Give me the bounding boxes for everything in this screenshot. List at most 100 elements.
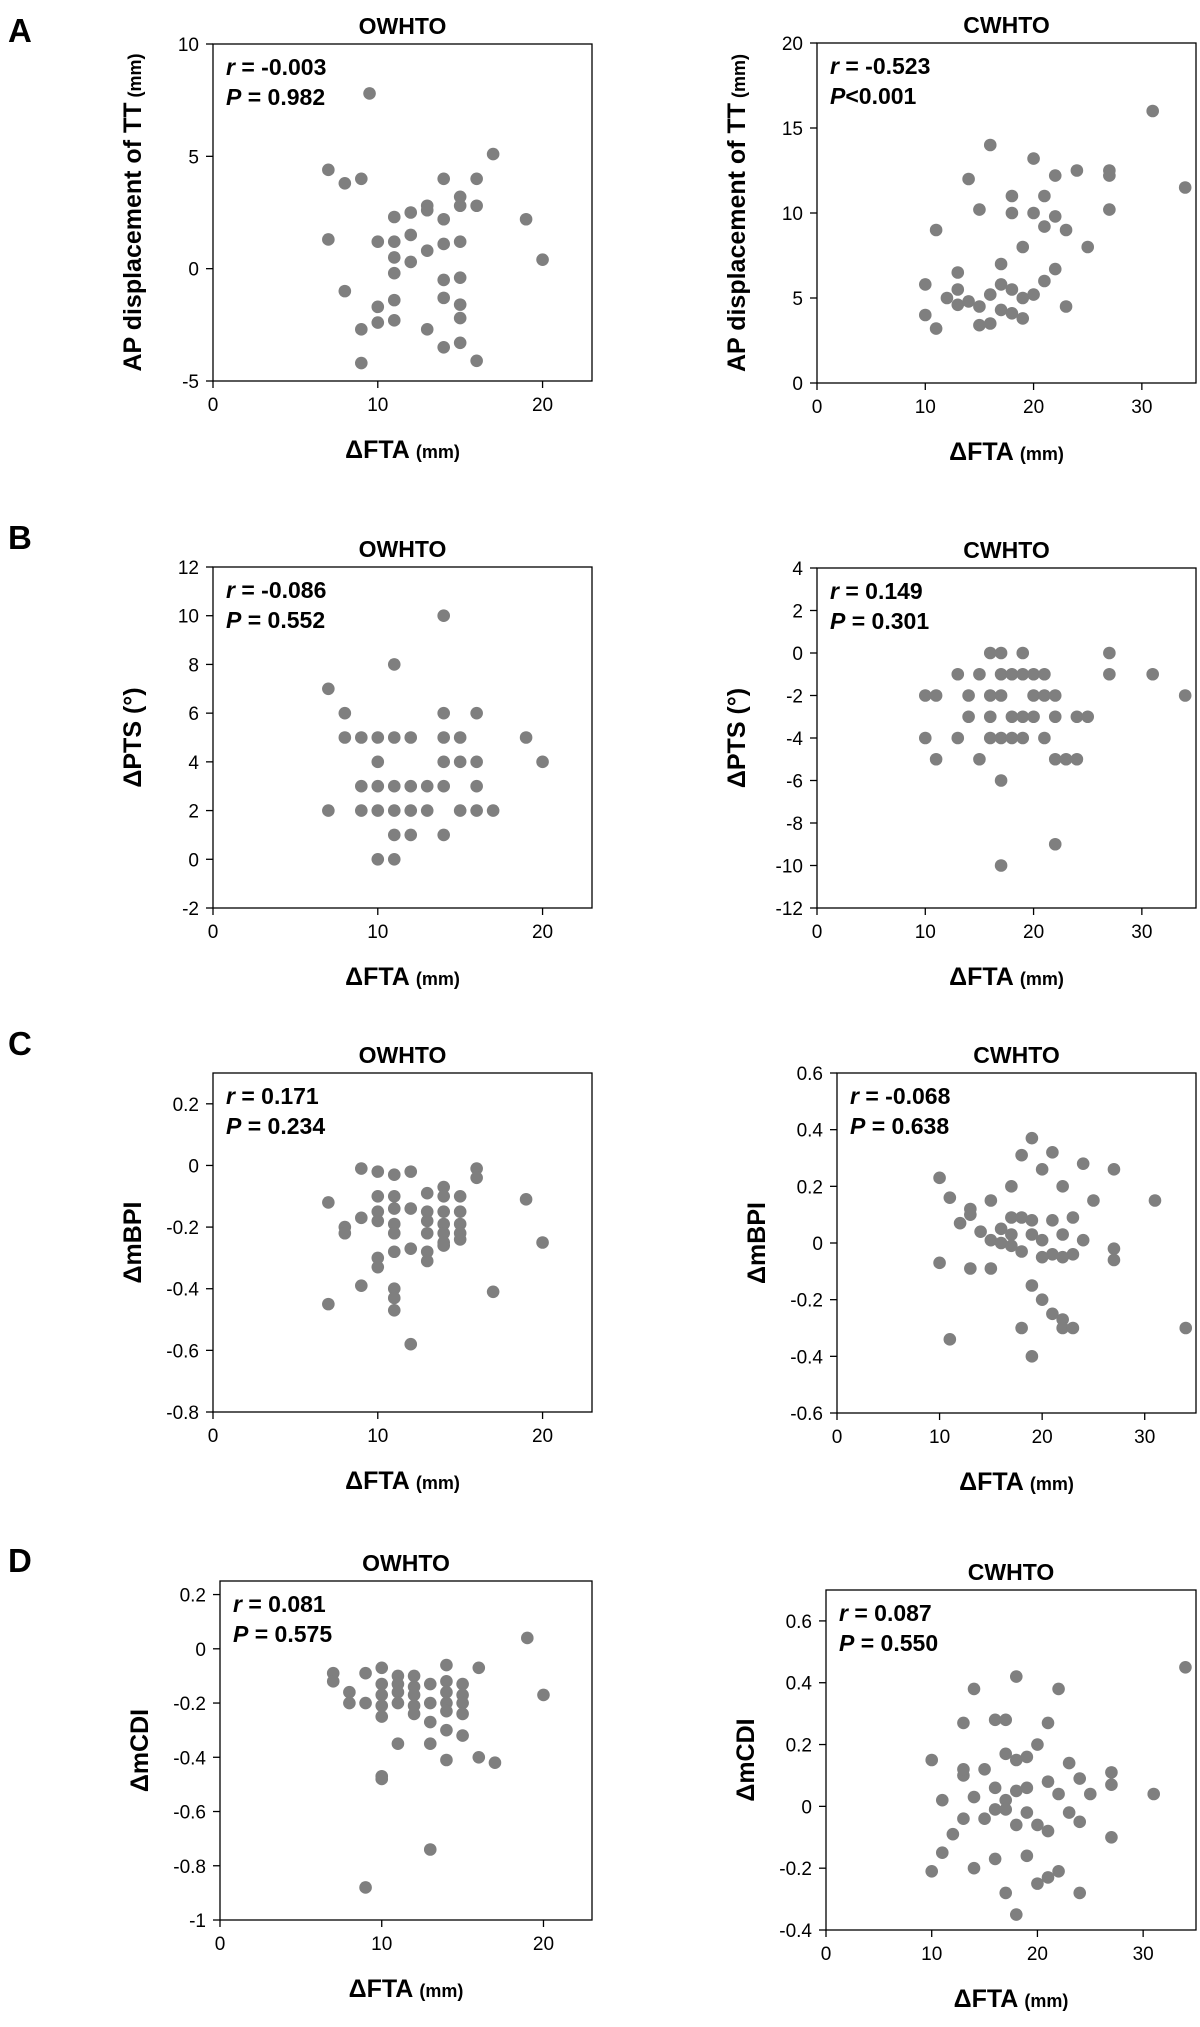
chart-3-data-point [470,755,483,769]
chart-8-data-point [1052,1787,1065,1801]
chart-3-y-tick-label: 12 [178,558,199,579]
chart-7-y-tick-label: -0.2 [173,1694,206,1715]
chart-4-y-tick-label: 0 [792,644,803,665]
chart-7-data-point [375,1677,389,1691]
chart-3-data-point [387,828,401,842]
chart-6-y-axis-label: ΔmBPI [743,1202,771,1284]
chart-8-data-point [925,1864,939,1878]
chart-7-data-point [440,1723,453,1737]
chart-7-data-point [456,1707,469,1721]
chart-6-data-point [1087,1194,1100,1207]
chart-3-data-point [387,779,401,793]
chart-7-y-axis-label: ΔmCDI [126,1709,154,1792]
chart-7-data-point [521,1631,534,1645]
chart-1-x-tick-label: 0 [208,395,219,416]
chart-6-x-tick-label: 10 [929,1427,950,1448]
chart-5-data-point [420,1245,434,1259]
chart-4-data-point [994,774,1008,787]
chart-6-data-point [933,1256,946,1270]
chart-1-data-point [437,341,450,354]
chart-8-data-point [935,1846,949,1860]
chart-8-data-point [988,1852,1002,1866]
chart-4-data-point [1027,689,1040,702]
chart-5-data-point [371,1260,385,1274]
chart-8-data-point [957,1812,970,1826]
chart-4-x-tick-label: 30 [1131,922,1152,943]
chart-7-data-point [391,1685,405,1699]
chart-6-data-point [1025,1228,1039,1241]
chart-3-data-point [404,731,418,744]
panel-letter-a: A [8,12,32,49]
chart-2-data-point [1048,262,1062,276]
chart-5-data-point [470,1171,483,1185]
chart-2-data-point [1048,169,1062,182]
chart-4-data-point [1048,710,1062,724]
chart-4-y-axis-label: ΔPTS (°) [723,688,751,788]
chart-2-x-tick-label: 0 [812,397,823,418]
chart-5-y-axis-label: ΔmBPI [119,1202,147,1284]
chart-8-data-point [1062,1756,1076,1770]
chart-7-data-point [440,1685,453,1699]
chart-8-data-point [1052,1864,1065,1878]
chart-3-data-point [453,731,467,744]
chart-1-data-point [470,199,483,213]
chart-8-data-point [1073,1772,1087,1785]
chart-2-data-point [1038,274,1051,288]
chart-3-data-point [453,755,467,769]
chart-5-data-point [387,1217,401,1231]
chart-6-data-point [943,1333,957,1346]
chart-3-y-tick-label: 10 [178,607,199,628]
chart-4-data-point [918,689,932,702]
chart-5-data-point [470,1162,483,1175]
chart-8-x-tick-label: 0 [821,1944,832,1965]
chart-7-data-point [343,1696,356,1710]
chart-1-data-point [404,228,418,242]
chart-8-y-tick-label: 0.4 [786,1674,813,1695]
chart-8-x-tick-label: 10 [921,1944,942,1965]
chart-3-data-point [387,658,401,671]
chart-4-y-tick-label: -4 [786,729,803,750]
chart-2-data-point [973,318,986,332]
chart-1-data-point [387,266,401,280]
chart-2-data-point [1081,240,1095,254]
chart-8-y-tick-label: 0 [801,1797,812,1818]
chart-7-data-point [456,1677,469,1691]
chart-5-data-point [536,1236,549,1249]
chart-1-data-point [387,235,401,249]
chart-5-data-point [355,1211,368,1225]
chart-6-x-tick-label: 20 [1032,1427,1053,1448]
chart-8-data-point [1041,1824,1055,1838]
chart-8-y-tick-label: 0.6 [786,1612,812,1633]
chart-5-data-point [387,1168,401,1181]
chart-5-title: OWHTO [359,1042,447,1068]
chart-4-data-point [1005,710,1019,724]
chart-7-title: OWHTO [362,1550,450,1576]
panel-letter-b: B [8,519,32,556]
chart-8-data-point [1073,1886,1087,1900]
chart-2-y-tick-label: 20 [782,34,803,55]
chart-1-data-point [322,163,335,177]
chart-3-data-point [470,706,483,720]
chart-4-p-value: P = 0.301 [830,608,929,634]
chart-2-data-point [1027,152,1040,165]
chart-8-plot-frame [825,1589,1197,1931]
chart-3-data-point [437,755,450,769]
chart-3-data-point [322,804,335,817]
chart-1-data-point [338,176,352,190]
chart-3-y-tick-label: 4 [188,753,199,774]
chart-4-y-tick-label: -12 [776,899,803,920]
chart-1-data-point [387,314,401,327]
chart-8-data-point [967,1682,981,1696]
chart-7-data-point [375,1688,389,1702]
chart-2-data-point [1016,312,1030,325]
chart-8-data-point [1020,1750,1034,1764]
chart-1-data-point [371,316,385,329]
chart-5-data-point [387,1226,401,1240]
chart-4-data-point [1048,689,1062,702]
chart-1-data-point [322,233,335,246]
chart-5-data-point [371,1251,385,1265]
chart-3-data-point [371,755,385,769]
chart-2-data-point [951,266,965,279]
chart-4-data-point [1038,731,1051,745]
